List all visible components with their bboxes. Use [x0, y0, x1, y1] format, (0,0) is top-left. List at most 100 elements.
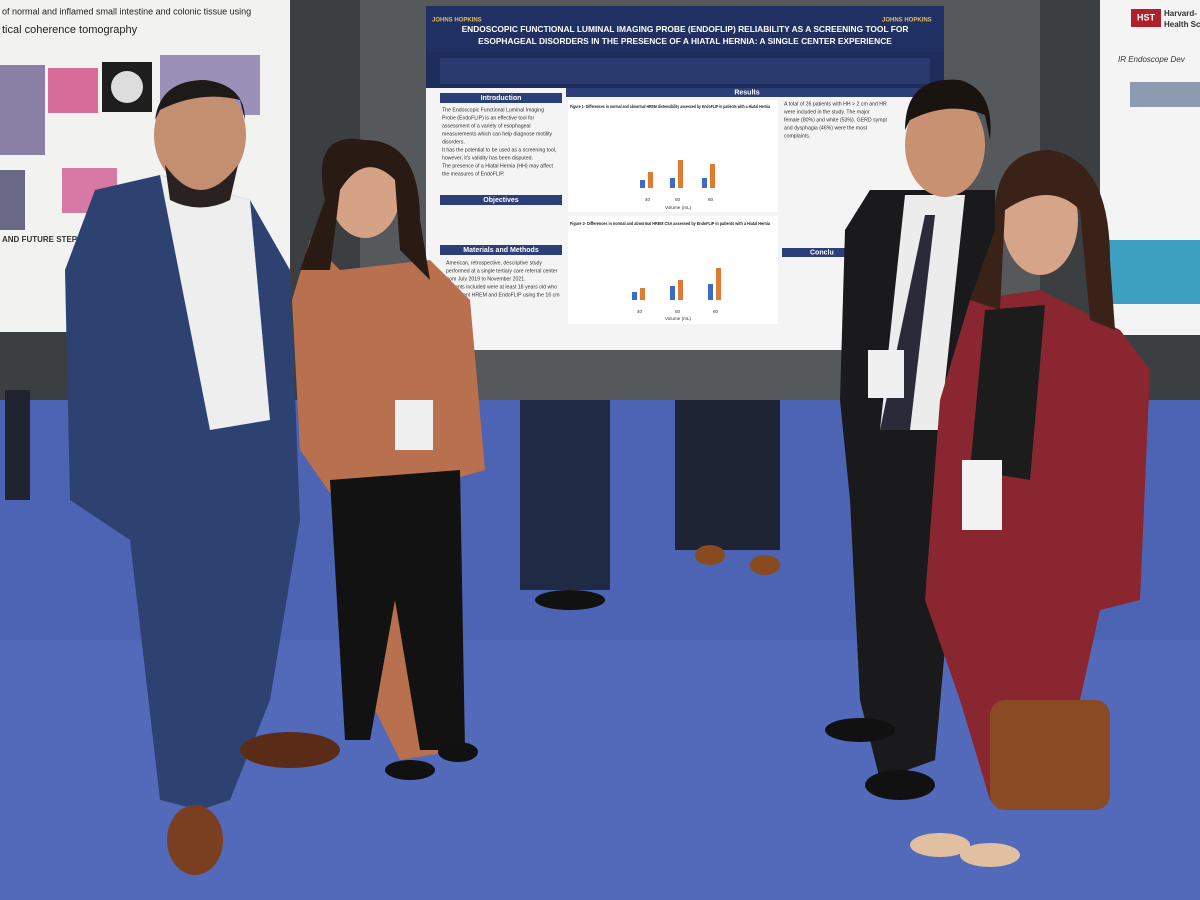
hst-logo-text: HST — [1137, 12, 1156, 22]
bar — [648, 172, 653, 188]
hst-logo — [1131, 9, 1161, 27]
shoe — [695, 545, 725, 565]
right-image — [1106, 240, 1200, 304]
left-image — [0, 65, 45, 155]
shoe — [960, 843, 1020, 867]
poster-text: from July 2019 to November 2021. — [446, 276, 526, 282]
poster-text: however, it's validity has been disputed… — [442, 155, 533, 161]
left-image — [0, 170, 25, 230]
poster-text: It has the potential to be used as a scr… — [442, 147, 557, 153]
poster-text: female (80%) and white (53%). GERD sympt — [784, 117, 887, 123]
poster-text: measurements which can help diagnose mot… — [442, 131, 553, 137]
section-heading: Materials and Methods — [463, 247, 539, 254]
poster-title: ESOPHAGEAL DISORDERS IN THE PRESENCE OF … — [478, 36, 892, 46]
section-heading: Results — [734, 89, 759, 96]
badge — [868, 350, 904, 398]
poster-title: ENDOSCOPIC FUNCTIONAL LUMINAL IMAGING PR… — [462, 24, 909, 34]
person-face — [905, 93, 985, 197]
poster-text: and dysphagia (46%) were the most — [784, 125, 868, 131]
bar — [670, 286, 675, 300]
x-tick: 50 — [675, 309, 681, 314]
left-image — [48, 68, 98, 113]
poster-text: Probe (EndoFLIP) is an effective tool fo… — [442, 115, 534, 121]
poster-text: performed at a single tertiary care refe… — [446, 268, 558, 274]
poster-text: assessment of a variety of esophageal — [442, 123, 531, 129]
section-heading: Introduction — [481, 95, 522, 102]
logo: JOHNS HOPKINS — [432, 18, 482, 24]
right-name: Harvard- — [1164, 9, 1197, 18]
right-heading: IR Endoscope Dev — [1118, 55, 1186, 64]
x-tick: 60 — [713, 309, 719, 314]
shoe — [385, 760, 435, 780]
person-beard — [165, 165, 238, 208]
bar — [678, 160, 683, 188]
bar — [702, 178, 707, 188]
shoe — [750, 555, 780, 575]
shoe — [240, 732, 340, 768]
shoe — [438, 742, 478, 762]
handbag — [990, 700, 1110, 810]
figure-panel — [568, 216, 778, 324]
background-person — [675, 400, 780, 550]
bar — [708, 284, 713, 300]
section-bar — [440, 195, 562, 205]
section-heading: Conclu — [810, 249, 834, 256]
poster-text: complaints. — [784, 133, 810, 139]
poster-text: The presence of a Hiatal Hernia (HH) may… — [442, 163, 553, 169]
left-title: tical coherence tomography — [2, 24, 138, 36]
person-pants — [330, 470, 465, 750]
results-text: A total of 26 patients with HH > 2 cm an… — [784, 101, 887, 139]
person-blouse — [970, 305, 1045, 480]
bar — [670, 178, 675, 188]
person-hair — [300, 138, 430, 280]
background-person — [520, 400, 610, 590]
poster-text: underwent HREM and EndoFLIP using the 16… — [446, 292, 560, 298]
person-hair — [155, 80, 245, 120]
author-block — [440, 58, 930, 84]
figure-panel — [568, 100, 778, 212]
section-bar — [440, 93, 562, 103]
poster-text: were included in the study. The major — [784, 109, 870, 115]
person-face — [154, 80, 246, 190]
poster-text: American, retrospective, descriptive stu… — [446, 260, 542, 266]
logo: JOHNS HOPKINS — [882, 18, 932, 24]
poster-text: disorders. — [442, 139, 465, 145]
right-image — [1130, 82, 1200, 107]
right-name: Health Scien — [1164, 20, 1200, 29]
x-tick: 40 — [637, 309, 643, 314]
poster-header-band — [426, 6, 944, 52]
bar — [710, 164, 715, 188]
shoe — [865, 770, 935, 800]
shoe — [535, 590, 605, 610]
poster-text: A total of 26 patients with HH > 2 cm an… — [784, 101, 887, 107]
x-tick: 50 — [675, 197, 681, 202]
shoe — [825, 718, 895, 742]
x-axis-label: Volume (mL) — [665, 316, 692, 321]
person-hair — [970, 150, 1115, 330]
intro-text: The Endoscopic Functional Luminal Imagin… — [442, 107, 557, 177]
left-image — [111, 71, 143, 103]
poster-text: The Endoscopic Functional Luminal Imagin… — [442, 107, 544, 113]
poster-text: Patients included were at least 18 years… — [446, 284, 557, 290]
section-bar — [440, 245, 562, 255]
shoe — [910, 833, 970, 857]
x-tick: 40 — [645, 197, 651, 202]
bar — [640, 180, 645, 188]
left-heading: AND FUTURE STEPS — [2, 235, 83, 244]
figure-title: Figure 2- Differences in normal and abno… — [570, 221, 770, 226]
x-axis-label: Volume (mL) — [665, 205, 692, 210]
left-title: of normal and inflamed small intestine a… — [2, 6, 251, 16]
poster-text: the measures of EndoFLIP. — [442, 171, 504, 177]
shoe — [167, 805, 223, 875]
bar — [640, 288, 645, 300]
badge — [395, 400, 433, 450]
figure-bars — [632, 160, 721, 300]
bar — [716, 268, 721, 300]
x-tick: 60 — [708, 197, 714, 202]
section-bar — [566, 88, 928, 97]
bar — [632, 292, 637, 300]
section-heading: Objectives — [483, 197, 519, 204]
badge — [962, 460, 1002, 530]
background-person — [5, 390, 30, 500]
